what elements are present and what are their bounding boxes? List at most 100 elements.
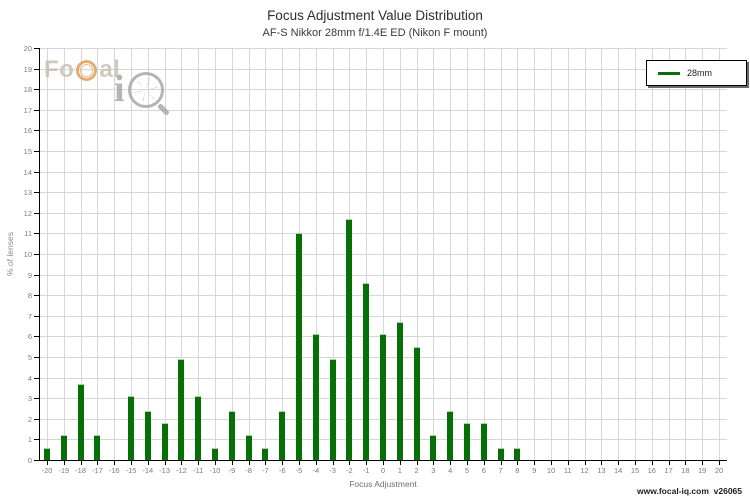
- y-tick-label-16: 16: [23, 126, 32, 136]
- y-tick-label-6: 6: [27, 332, 32, 342]
- x-tick-label--14: -14: [142, 466, 154, 475]
- bar--4: [312, 334, 319, 460]
- y-tick-label-15: 15: [23, 147, 32, 156]
- bar--8: [245, 435, 252, 460]
- gridline-h-14: [39, 171, 727, 173]
- x-tick-label--8: -8: [245, 466, 252, 475]
- y-tick-16: [34, 130, 39, 132]
- x-tick-5: [467, 461, 468, 465]
- x-tick-label-4: 4: [448, 466, 453, 475]
- x-tick-label-13: 13: [597, 466, 606, 475]
- x-tick-3: [433, 461, 435, 465]
- bar--12: [178, 359, 185, 460]
- footer-site-version: www.focal-iq.com v26065: [636, 486, 742, 496]
- x-tick--11: [198, 461, 200, 465]
- x-tick-label-12: 12: [580, 466, 589, 475]
- y-tick-label-13: 13: [23, 188, 32, 198]
- bar--17: [94, 435, 101, 460]
- bar--14: [144, 410, 151, 460]
- y-tick-12: [34, 212, 39, 214]
- x-tick-10: [551, 461, 552, 465]
- y-tick-8: [34, 295, 39, 297]
- x-tick--12: [181, 461, 183, 465]
- y-tick-label-18: 18: [23, 85, 32, 95]
- x-tick-label--6: -6: [278, 466, 286, 475]
- y-tick-label-9: 9: [27, 270, 32, 280]
- x-tick-16: [651, 461, 653, 465]
- bar--10: [212, 447, 218, 460]
- magnifier-icon: [127, 72, 170, 116]
- x-tick--17: [97, 461, 99, 465]
- y-tick-label-11: 11: [24, 229, 32, 239]
- gridline-h-7: [39, 315, 727, 317]
- x-tick--3: [332, 461, 334, 465]
- focal-iq-logo-watermark: Fo al i: [44, 58, 194, 128]
- focal-text-al: al: [99, 56, 121, 83]
- x-tick-19: [702, 461, 704, 465]
- x-tick-8: [517, 461, 519, 465]
- x-tick-label-2: 2: [414, 466, 419, 475]
- x-tick-label--20: -20: [41, 466, 53, 475]
- chart-subtitle: AF-S Nikkor 28mm f/1.4E ED (Nikon F moun…: [262, 27, 488, 39]
- x-tick-label-20: 20: [714, 466, 724, 475]
- y-tick-label-1: 1: [27, 435, 32, 445]
- bar--20: [44, 447, 50, 460]
- x-tick-label--9: -9: [228, 466, 236, 475]
- gridline-h-8: [39, 295, 727, 297]
- bar-2: [413, 346, 420, 460]
- x-tick-label-11: 11: [563, 466, 572, 475]
- bar--19: [60, 435, 67, 460]
- x-tick-6: [483, 461, 485, 465]
- x-tick-label-19: 19: [698, 466, 707, 475]
- y-tick-label-5: 5: [27, 353, 32, 362]
- y-tick-18: [34, 89, 39, 91]
- y-tick-6: [34, 336, 39, 338]
- x-tick-label--7: -7: [262, 466, 269, 475]
- x-tick-label--12: -12: [175, 466, 187, 475]
- y-tick-7: [34, 315, 39, 317]
- gridline-h-10: [39, 254, 727, 255]
- bar-4: [447, 410, 454, 460]
- x-tick-label--2: -2: [346, 466, 353, 475]
- x-tick-label-6: 6: [481, 466, 486, 475]
- y-tick-label-10: 10: [23, 250, 32, 259]
- bar-3: [430, 435, 437, 460]
- bar-8: [514, 447, 521, 460]
- y-tick-label-20: 20: [23, 44, 32, 53]
- x-tick-9: [534, 461, 536, 465]
- bar--7: [262, 447, 269, 460]
- x-tick--7: [265, 461, 267, 465]
- x-tick-4: [450, 461, 452, 465]
- y-tick-label-12: 12: [23, 208, 32, 218]
- x-tick-label-0: 0: [380, 466, 386, 475]
- y-tick-19: [34, 68, 39, 70]
- gridline-h-19: [39, 68, 727, 70]
- x-tick--8: [248, 461, 250, 465]
- x-tick--18: [80, 461, 82, 465]
- x-tick--15: [131, 461, 132, 465]
- gridline-h-16: [39, 130, 727, 132]
- gridline-h-18: [39, 89, 727, 91]
- bar--2: [346, 218, 353, 460]
- x-tick-label-16: 16: [647, 466, 656, 475]
- x-tick-7: [500, 461, 502, 465]
- x-tick-label-10: 10: [546, 466, 556, 475]
- x-tick--1: [366, 461, 368, 465]
- bar--15: [128, 396, 134, 460]
- x-tick-label-5: 5: [464, 466, 470, 475]
- x-tick-label--4: -4: [312, 466, 320, 475]
- x-tick-12: [584, 461, 586, 465]
- y-tick-17: [34, 109, 39, 111]
- x-tick--20: [47, 461, 48, 465]
- legend-label: 28mm: [687, 68, 713, 78]
- x-tick-label--11: -11: [193, 466, 204, 475]
- x-tick-label--1: -1: [362, 466, 370, 475]
- bar--3: [329, 359, 336, 460]
- y-tick-10: [34, 254, 39, 255]
- x-tick--13: [164, 461, 166, 465]
- bar--5: [296, 233, 302, 460]
- y-tick-label-3: 3: [27, 394, 32, 404]
- iq-mark: i: [114, 70, 170, 116]
